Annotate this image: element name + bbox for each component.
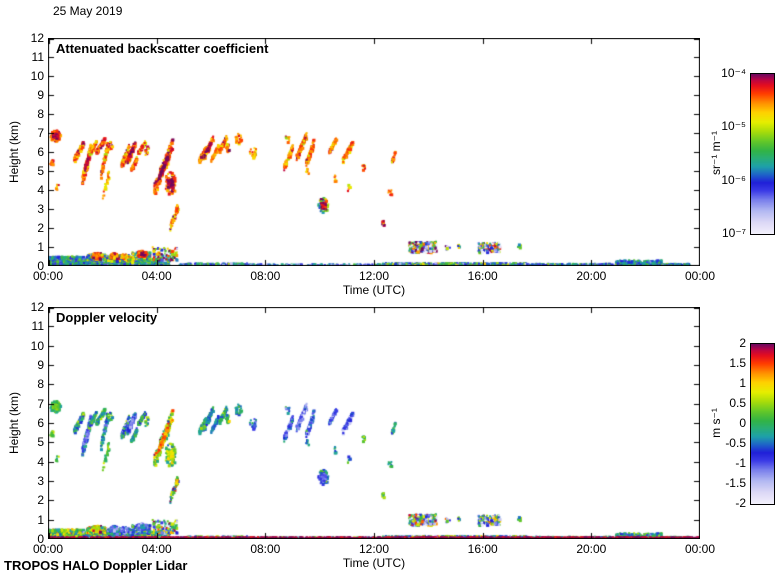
x-tick-label: 20:00 bbox=[576, 542, 607, 556]
y-tick-label: 0 bbox=[37, 532, 44, 546]
x-tick-label: 20:00 bbox=[576, 269, 607, 283]
y-tick-label: 8 bbox=[37, 377, 44, 392]
date-label: 25 May 2019 bbox=[53, 4, 123, 18]
backscatter-heatmap-canvas bbox=[48, 38, 700, 266]
x-tick-label: 04:00 bbox=[141, 269, 172, 283]
colorbar-tick-label: 1.5 bbox=[729, 356, 746, 370]
x-tick-label: 12:00 bbox=[358, 269, 390, 283]
colorbar-tick-label: 0 bbox=[739, 416, 746, 430]
y-tick-label: 11 bbox=[31, 50, 44, 64]
y-tick-label: 0 bbox=[37, 259, 44, 273]
x-tick-label: 00:00 bbox=[684, 269, 716, 283]
y-tick-label: 6 bbox=[37, 416, 44, 430]
colorbar-tick-label: 1 bbox=[739, 376, 746, 390]
backscatter-xaxis-label: Time (UTC) bbox=[342, 283, 406, 297]
y-tick-label: 5 bbox=[37, 164, 44, 178]
y-tick-label: 5 bbox=[37, 435, 44, 450]
colorbar-tick-label: 10⁻⁶ bbox=[721, 172, 746, 187]
y-tick-label: 3 bbox=[37, 474, 44, 488]
y-tick-label: 1 bbox=[37, 512, 44, 527]
x-tick-label: 00:00 bbox=[32, 542, 64, 556]
velocity-xaxis-label: Time (UTC) bbox=[342, 556, 406, 570]
y-tick-label: 6 bbox=[37, 145, 44, 159]
velocity-panel-title: Doppler velocity bbox=[56, 310, 158, 325]
y-tick-label: 10 bbox=[30, 338, 44, 353]
x-tick-label: 12:00 bbox=[358, 542, 390, 556]
colorbar-tick-label: -2 bbox=[735, 496, 746, 510]
y-tick-label: 9 bbox=[37, 358, 44, 372]
y-tick-label: 3 bbox=[37, 202, 44, 216]
colorbar-tick-label: 0.5 bbox=[729, 396, 746, 410]
colorbar-tick-label: -0.5 bbox=[725, 436, 746, 450]
y-tick-label: 12 bbox=[30, 31, 44, 45]
x-tick-label: 08:00 bbox=[250, 542, 281, 556]
y-tick-label: 4 bbox=[37, 454, 44, 469]
x-tick-label: 16:00 bbox=[467, 542, 498, 556]
backscatter-colorbar-unit: sr⁻¹ m⁻¹ bbox=[709, 131, 723, 175]
instrument-footer-label: TROPOS HALO Doppler Lidar bbox=[4, 558, 188, 573]
x-tick-label: 08:00 bbox=[250, 269, 281, 283]
backscatter-panel-title: Attenuated backscatter coefficient bbox=[56, 41, 269, 56]
y-tick-label: 10 bbox=[30, 69, 44, 83]
y-tick-label: 7 bbox=[37, 396, 44, 411]
y-tick-label: 2 bbox=[37, 493, 44, 508]
y-tick-label: 12 bbox=[30, 300, 44, 314]
y-tick-label: 1 bbox=[37, 240, 44, 254]
y-tick-label: 9 bbox=[37, 88, 44, 102]
x-tick-label: 00:00 bbox=[684, 542, 716, 556]
x-tick-label: 00:00 bbox=[32, 269, 64, 283]
y-tick-label: 8 bbox=[37, 107, 44, 121]
y-tick-label: 2 bbox=[37, 221, 44, 235]
velocity-colorbar bbox=[750, 343, 775, 505]
colorbar-tick-label: 2 bbox=[739, 336, 746, 350]
colorbar-tick-label: 10⁻⁷ bbox=[721, 226, 746, 240]
colorbar-tick-label: 10⁻⁵ bbox=[721, 119, 746, 134]
x-tick-label: 04:00 bbox=[141, 542, 172, 556]
colorbar-tick-label: -1 bbox=[735, 456, 746, 470]
colorbar-tick-label: 10⁻⁴ bbox=[721, 66, 746, 80]
velocity-heatmap-canvas bbox=[48, 307, 700, 539]
x-tick-label: 16:00 bbox=[467, 269, 498, 283]
y-tick-label: 4 bbox=[37, 183, 44, 197]
backscatter-colorbar bbox=[750, 73, 775, 235]
y-tick-label: 7 bbox=[37, 126, 44, 140]
colorbar-tick-label: -1.5 bbox=[725, 476, 746, 490]
y-tick-label: 11 bbox=[31, 319, 44, 334]
